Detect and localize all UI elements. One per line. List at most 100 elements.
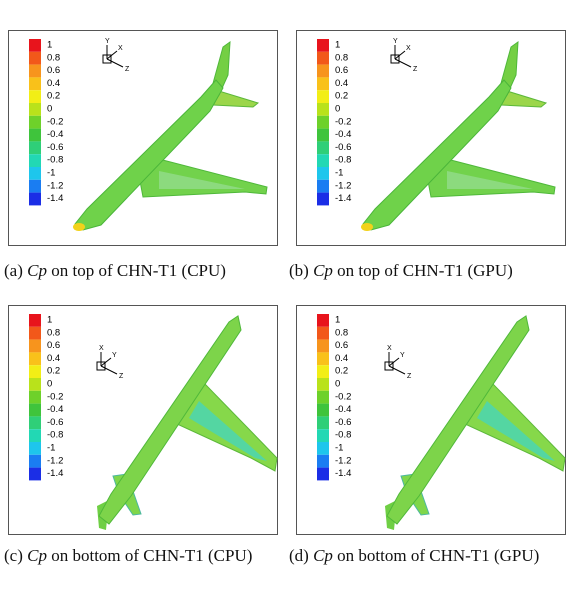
colorbar-swatch — [317, 404, 329, 417]
caption-text: on bottom of CHN-T1 (GPU) — [337, 546, 539, 565]
render: 10.80.60.40.20-0.2-0.4-0.6-0.8-1-1.2-1.4… — [297, 31, 567, 247]
colorbar-swatch — [317, 429, 329, 442]
colorbar-label: -0.4 — [47, 129, 63, 140]
colorbar-swatch — [29, 103, 41, 116]
triad-label: Z — [125, 66, 130, 73]
colorbar-swatch — [317, 468, 329, 481]
colorbar-swatch — [317, 327, 329, 340]
colorbar-label: -0.6 — [47, 417, 63, 428]
colorbar-label: 0.4 — [335, 78, 348, 89]
colorbar-label: -1.2 — [47, 180, 63, 191]
colorbar-swatch — [317, 340, 329, 353]
colorbar-label: -0.4 — [47, 404, 63, 415]
fuselage — [363, 80, 511, 230]
triad-label: X — [387, 345, 392, 352]
colorbar-label: 0.2 — [335, 366, 348, 377]
colorbar-swatch — [29, 442, 41, 455]
nose — [73, 223, 85, 231]
render: 10.80.60.40.20-0.2-0.4-0.6-0.8-1-1.2-1.4… — [297, 306, 567, 536]
colorbar-swatch — [29, 365, 41, 378]
colorbar-swatch — [29, 193, 41, 206]
colorbar-label: 0.6 — [47, 340, 60, 351]
colorbar-label: -1.2 — [335, 180, 351, 191]
colorbar-label: 0.2 — [47, 91, 60, 102]
colorbar-label: -0.8 — [335, 155, 351, 166]
colorbar-label: -1.4 — [47, 468, 63, 479]
colorbar-label: 0.2 — [335, 91, 348, 102]
caption-variable: Cp — [313, 261, 333, 280]
colorbar-label: -0.2 — [47, 391, 63, 402]
colorbar-label: 1 — [335, 315, 340, 326]
triad-label: Y — [400, 352, 405, 359]
colorbar-label: 0 — [47, 104, 52, 115]
caption: (c) Cp on bottom of CHN-T1 (CPU) — [4, 541, 279, 571]
colorbar-swatch — [29, 391, 41, 404]
triad-label: Z — [413, 66, 418, 73]
colorbar-label: -0.6 — [335, 417, 351, 428]
triad-label: X — [99, 345, 104, 352]
colorbar-label: -1 — [335, 443, 343, 454]
colorbar-swatch — [317, 455, 329, 468]
colorbar-swatch — [29, 327, 41, 340]
triad-label: Y — [105, 38, 110, 45]
colorbar-swatch — [29, 429, 41, 442]
triad-label: Y — [393, 38, 398, 45]
triad-label: X — [118, 45, 123, 52]
colorbar-label: -0.6 — [47, 142, 63, 153]
colorbar-label: -1 — [47, 443, 55, 454]
colorbar-label: 0.6 — [335, 65, 348, 76]
colorbar-label: 0 — [335, 379, 340, 390]
colorbar-swatch — [317, 180, 329, 193]
caption: (d) Cp on bottom of CHN-T1 (GPU) — [289, 541, 566, 571]
colorbar-swatch — [317, 129, 329, 142]
colorbar-swatch — [317, 378, 329, 391]
colorbar-label: 0.8 — [47, 52, 60, 63]
colorbar-swatch — [29, 314, 41, 327]
render: 10.80.60.40.20-0.2-0.4-0.6-0.8-1-1.2-1.4… — [9, 306, 279, 536]
colorbar-label: -1.2 — [47, 455, 63, 466]
caption: (b) Cp on top of CHN-T1 (GPU) — [289, 256, 570, 286]
colorbar-label: -0.2 — [47, 116, 63, 127]
colorbar-label: 0.2 — [47, 366, 60, 377]
colorbar-label: 1 — [335, 40, 340, 51]
colorbar-label: -1 — [47, 168, 55, 179]
triad-label: Z — [119, 373, 124, 380]
colorbar-label: 0.6 — [335, 340, 348, 351]
colorbar-swatch — [317, 442, 329, 455]
fuselage — [75, 80, 223, 230]
colorbar-swatch — [317, 90, 329, 103]
colorbar-label: -1.4 — [47, 193, 63, 204]
caption-label: (c) — [4, 546, 23, 565]
colorbar-swatch — [317, 314, 329, 327]
caption-variable: Cp — [27, 261, 47, 280]
caption-variable: Cp — [27, 546, 47, 565]
colorbar-label: -0.4 — [335, 404, 351, 415]
colorbar-label: 0 — [335, 104, 340, 115]
colorbar-label: 1 — [47, 40, 52, 51]
colorbar-swatch — [29, 180, 41, 193]
colorbar-swatch — [317, 141, 329, 154]
colorbar-label: -0.6 — [335, 142, 351, 153]
colorbar-swatch — [317, 39, 329, 52]
colorbar-label: 0.8 — [335, 327, 348, 338]
colorbar-swatch — [317, 352, 329, 365]
image-panel: 10.80.60.40.20-0.2-0.4-0.6-0.8-1-1.2-1.4… — [8, 305, 278, 535]
colorbar-swatch — [29, 77, 41, 90]
nose — [361, 223, 373, 231]
colorbar-label: 0.6 — [47, 65, 60, 76]
colorbar-swatch — [29, 468, 41, 481]
caption-label: (a) — [4, 261, 23, 280]
colorbar-swatch — [29, 39, 41, 52]
colorbar-swatch — [317, 65, 329, 78]
colorbar-swatch — [29, 129, 41, 142]
colorbar-swatch — [317, 167, 329, 180]
colorbar-swatch — [29, 352, 41, 365]
colorbar-swatch — [29, 416, 41, 429]
caption-text: on top of CHN-T1 (CPU) — [51, 261, 226, 280]
figure: 10.80.60.40.20-0.2-0.4-0.6-0.8-1-1.2-1.4… — [0, 0, 570, 602]
colorbar-label: 0.4 — [47, 78, 60, 89]
colorbar-swatch — [29, 167, 41, 180]
